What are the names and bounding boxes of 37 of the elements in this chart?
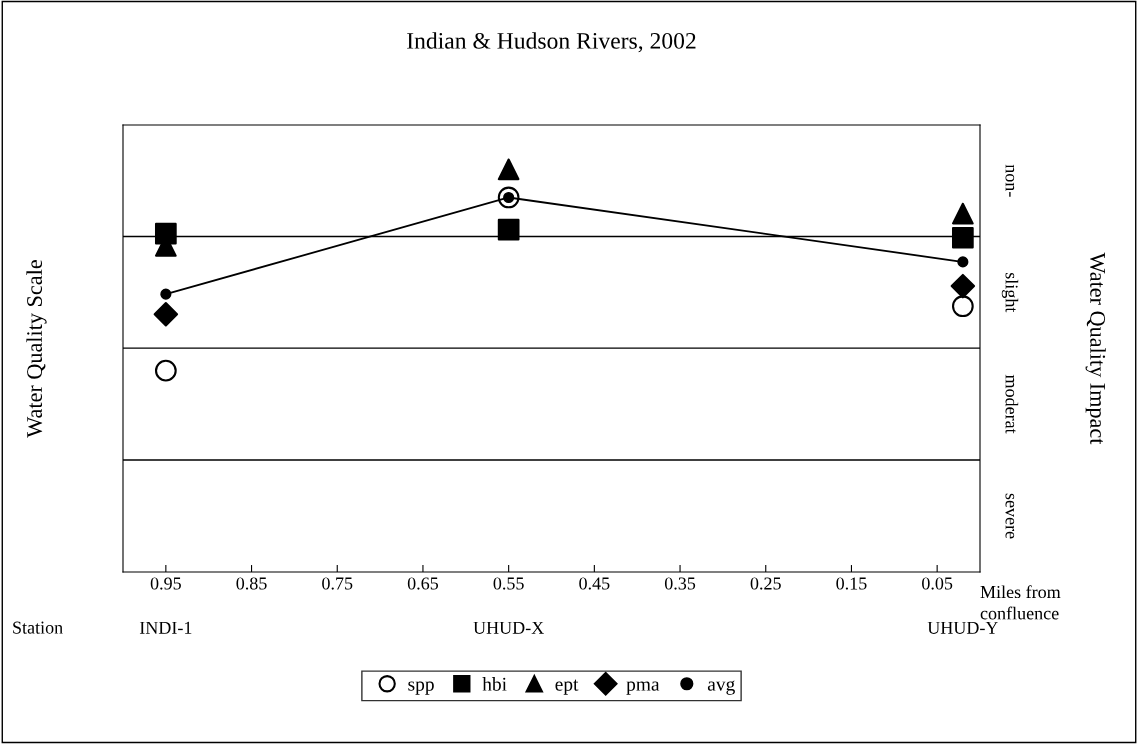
text: UHUD-X bbox=[473, 621, 544, 634]
y-axis-title: Water Quality Scale bbox=[26, 260, 47, 438]
x-tick-label: 0.25 bbox=[750, 577, 781, 590]
x-axis-title: Miles from confluence bbox=[980, 585, 1061, 620]
chart-title: Indian & Hudson Rivers, 2002 bbox=[407, 32, 696, 53]
text: non- bbox=[1005, 164, 1015, 197]
y2-axis-title: Water Quality Impact bbox=[1085, 252, 1106, 445]
x-tick-label: 0.05 bbox=[922, 577, 953, 590]
text: Station bbox=[13, 621, 63, 634]
x-tick-label: 0.85 bbox=[236, 577, 267, 590]
point bbox=[950, 273, 976, 299]
x-tick-label: 0.15 bbox=[836, 577, 867, 590]
x-tick-label: 0.95 bbox=[150, 577, 181, 590]
legend-label: avg bbox=[707, 680, 735, 695]
text: INDI-1 bbox=[139, 621, 192, 634]
x-tick-label: 0.45 bbox=[579, 577, 610, 590]
x-tick-label: 0.35 bbox=[664, 577, 696, 590]
point bbox=[952, 202, 974, 225]
legend-label: ept bbox=[555, 679, 579, 695]
point bbox=[952, 295, 974, 318]
point bbox=[153, 302, 179, 327]
x-tick-label: 0.55 bbox=[493, 577, 524, 590]
text: moderat bbox=[1005, 374, 1019, 434]
point bbox=[957, 256, 969, 268]
point bbox=[154, 359, 177, 382]
legend-label: pma bbox=[626, 681, 660, 695]
point bbox=[497, 218, 520, 241]
legend-label: spp bbox=[408, 681, 434, 695]
text: slight bbox=[1001, 273, 1019, 313]
legend-label: hbi bbox=[482, 677, 507, 691]
x-tick-label: 0.65 bbox=[407, 577, 439, 590]
point bbox=[952, 226, 974, 249]
text: severe bbox=[1005, 493, 1015, 539]
point bbox=[160, 288, 172, 300]
point bbox=[497, 158, 520, 181]
x-tick-label: 0.75 bbox=[322, 577, 353, 590]
text: UHUD-Y bbox=[927, 621, 998, 634]
